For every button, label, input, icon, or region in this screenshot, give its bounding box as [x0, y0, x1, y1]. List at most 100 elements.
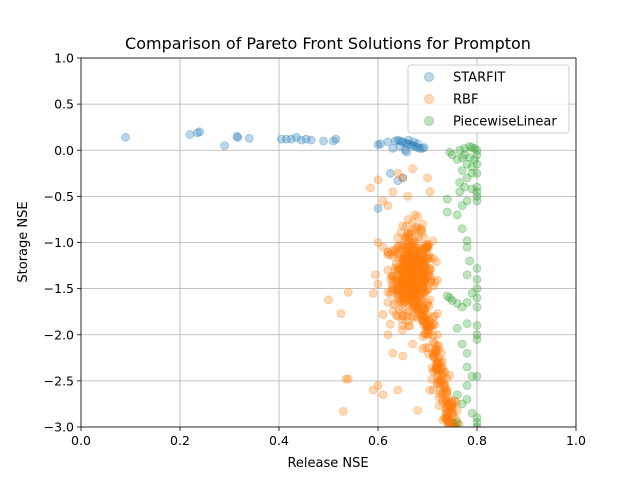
data-point — [417, 274, 426, 284]
data-point — [411, 260, 421, 270]
data-point — [417, 277, 426, 286]
data-point — [404, 266, 414, 275]
y-tick-label: −1.5 — [44, 281, 74, 296]
data-point — [233, 132, 243, 142]
data-point — [423, 321, 433, 331]
data-point — [438, 371, 447, 381]
data-point — [397, 264, 407, 274]
data-point — [419, 266, 429, 276]
data-point — [399, 294, 408, 304]
data-point — [443, 416, 453, 426]
data-point — [412, 255, 421, 264]
data-point — [398, 278, 408, 288]
data-point — [399, 270, 409, 279]
data-point — [408, 270, 417, 280]
data-point — [467, 184, 477, 194]
data-point — [406, 270, 415, 280]
data-point — [409, 262, 418, 271]
legend-label: PiecewiseLinear — [453, 115, 557, 130]
data-point — [422, 240, 432, 250]
data-point — [472, 145, 482, 155]
data-point — [419, 272, 429, 282]
data-point — [440, 413, 450, 423]
data-point — [121, 132, 130, 142]
data-point — [415, 257, 425, 266]
data-point — [418, 275, 428, 285]
data-point — [421, 317, 431, 327]
data-point — [400, 265, 410, 275]
data-point — [416, 283, 426, 293]
data-point — [433, 357, 443, 367]
data-point — [343, 287, 353, 297]
data-point — [402, 221, 411, 231]
data-point — [424, 322, 434, 331]
data-point — [404, 288, 414, 298]
data-point — [413, 143, 423, 152]
data-point — [447, 396, 456, 406]
data-point — [400, 250, 410, 260]
data-point — [432, 379, 442, 388]
data-point — [429, 348, 439, 358]
data-point — [399, 288, 409, 298]
data-point — [436, 366, 445, 376]
data-point — [408, 260, 418, 270]
data-point — [449, 401, 459, 410]
data-point — [472, 168, 482, 178]
data-point — [406, 240, 416, 250]
data-point — [434, 353, 444, 363]
data-point — [415, 255, 424, 265]
data-point — [401, 291, 411, 301]
data-point — [397, 273, 406, 283]
data-point — [410, 248, 420, 258]
data-point — [394, 305, 404, 315]
data-point — [423, 329, 432, 339]
data-point — [393, 249, 402, 258]
data-point — [412, 271, 422, 281]
data-point — [410, 263, 420, 273]
data-point — [409, 251, 419, 261]
data-point — [406, 253, 415, 263]
data-point — [405, 273, 415, 283]
data-point — [441, 405, 451, 414]
data-point — [408, 274, 418, 284]
data-point — [405, 260, 415, 270]
y-tick-label: 0.0 — [54, 143, 74, 158]
data-point — [406, 270, 416, 280]
data-point — [417, 227, 427, 237]
data-point — [425, 321, 435, 331]
data-point — [401, 232, 411, 242]
data-point — [417, 312, 427, 321]
data-point — [410, 264, 420, 274]
data-point — [419, 321, 429, 330]
data-point — [420, 269, 429, 279]
data-point — [409, 274, 419, 284]
data-point — [409, 299, 419, 308]
data-point — [220, 141, 229, 151]
data-point — [392, 289, 402, 299]
data-point — [420, 329, 430, 339]
data-point — [409, 252, 418, 262]
data-point — [387, 280, 397, 290]
data-point — [413, 405, 423, 415]
data-point — [419, 266, 429, 276]
data-point — [462, 173, 472, 183]
data-point — [448, 418, 458, 427]
y-tick-label: 1.0 — [54, 51, 74, 66]
data-point — [436, 362, 446, 372]
data-point — [393, 272, 403, 282]
data-point — [447, 150, 457, 160]
data-point — [410, 271, 420, 281]
data-point — [403, 289, 413, 299]
series-rbf — [324, 164, 464, 427]
data-point — [399, 254, 409, 264]
data-point — [393, 176, 403, 186]
x-tick-label: 1.0 — [566, 433, 586, 448]
data-point — [432, 341, 441, 350]
data-point — [410, 288, 420, 298]
data-point — [408, 246, 418, 256]
data-point — [409, 274, 418, 283]
data-point — [442, 414, 452, 424]
data-point — [400, 275, 410, 285]
data-point — [465, 153, 474, 163]
data-point — [388, 348, 398, 358]
